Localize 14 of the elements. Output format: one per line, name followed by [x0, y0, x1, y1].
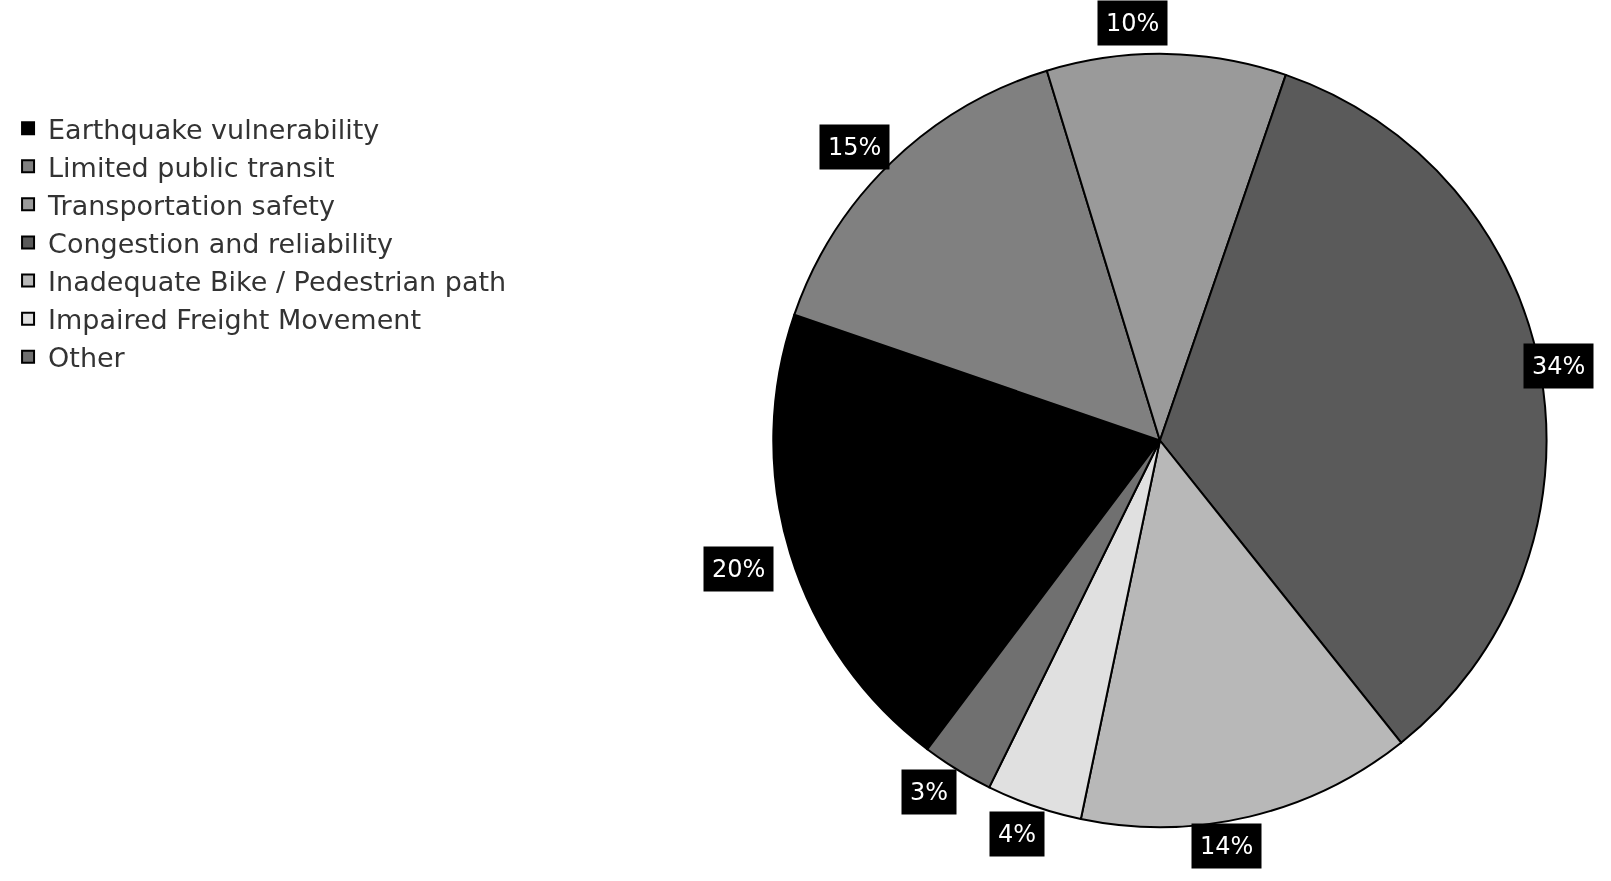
legend-label: Congestion and reliability	[48, 227, 393, 259]
legend-label: Earthquake vulnerability	[48, 113, 380, 145]
data-label: 4%	[998, 820, 1037, 848]
legend-label: Limited public transit	[48, 151, 335, 183]
data-label: 14%	[1200, 832, 1254, 860]
legend-label: Inadequate Bike / Pedestrian path	[48, 266, 507, 298]
data-label: 3%	[910, 778, 949, 806]
legend-label: Transportation safety	[47, 189, 335, 221]
data-label: 15%	[828, 133, 882, 161]
legend-label: Impaired Freight Movement	[48, 304, 421, 336]
data-label: 20%	[712, 555, 766, 583]
data-label: 34%	[1532, 352, 1586, 380]
legend-label: Other	[48, 342, 126, 374]
data-label: 10%	[1106, 9, 1160, 37]
